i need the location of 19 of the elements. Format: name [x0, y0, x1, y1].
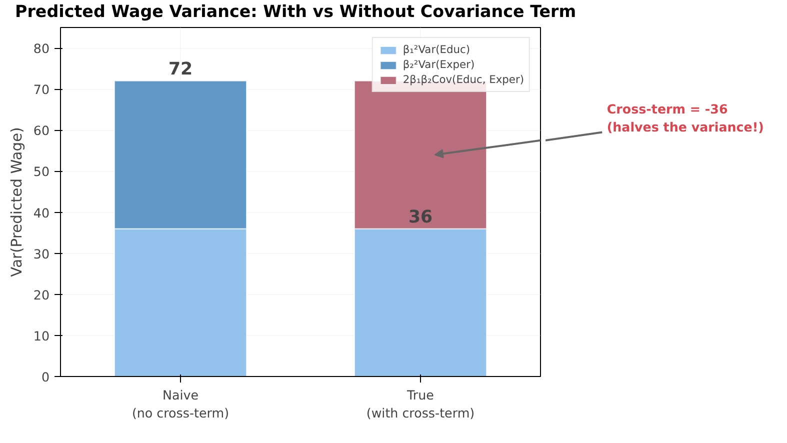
text: Cross-term = -36 (halves the variance!) — [606, 101, 764, 134]
y-tick-label: 80 — [33, 41, 50, 56]
y-tick-label: 70 — [33, 82, 50, 98]
legend-label: 2β₁β₂Cov(Educ, Exper) — [402, 73, 524, 86]
y-axis-title: Var(Predicted Wage) — [8, 127, 26, 277]
y-tick-label: 20 — [33, 287, 50, 302]
legend-label: β₂²Var(Exper) — [402, 58, 475, 71]
y-tick-label: 10 — [33, 328, 50, 344]
y-tick-label: 0 — [41, 370, 50, 384]
data-label: 36 — [408, 208, 433, 228]
total-label: 72 — [168, 60, 193, 80]
chart-title: Predicted Wage Variance: With vs Without Covariance Term — [15, 1, 576, 23]
y-tick-label: 60 — [33, 123, 50, 138]
legend-label: β₁²Var(Educ) — [402, 43, 470, 56]
y-tick-label: 40 — [33, 205, 50, 220]
x-tick-label: True (with cross-term) — [366, 388, 475, 420]
y-tick-label: 30 — [33, 246, 50, 262]
x-tick-label: Naive (no cross-term) — [132, 388, 230, 420]
y-tick-label: 50 — [33, 164, 50, 180]
